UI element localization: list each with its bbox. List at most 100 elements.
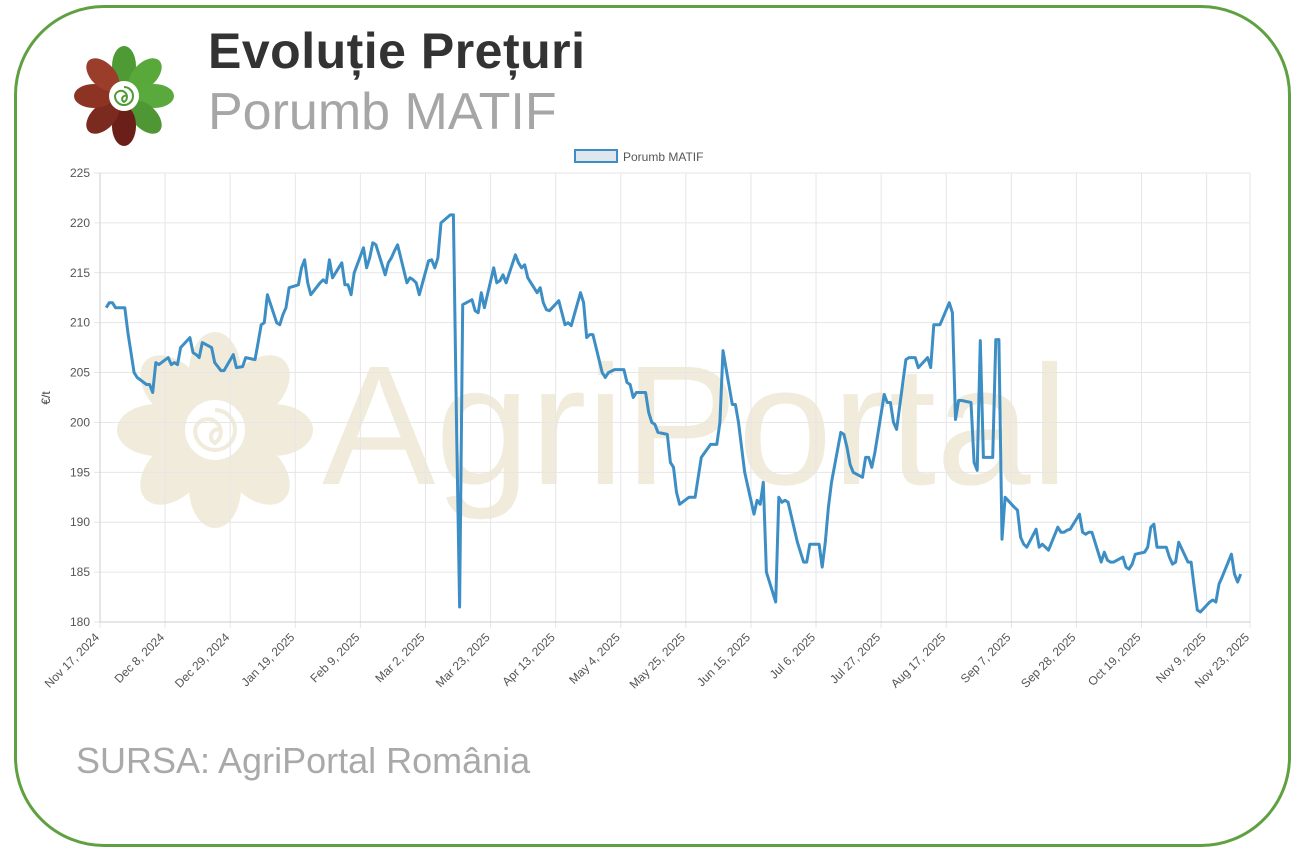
- data-point: [1060, 531, 1062, 533]
- data-point: [170, 363, 172, 365]
- data-point: [868, 456, 870, 458]
- data-point: [365, 267, 367, 269]
- data-point: [713, 443, 715, 445]
- data-point: [158, 363, 160, 365]
- data-point: [840, 431, 842, 433]
- data-point: [390, 257, 392, 259]
- data-point: [310, 294, 312, 296]
- data-point: [778, 496, 780, 498]
- data-point: [176, 363, 178, 365]
- data-point: [127, 331, 129, 333]
- y-tick-label: 210: [70, 316, 90, 330]
- data-point: [136, 376, 138, 378]
- data-point: [1044, 546, 1046, 548]
- x-tick-label: Feb 9, 2025: [307, 630, 362, 685]
- data-point: [889, 401, 891, 403]
- data-point: [970, 401, 972, 403]
- data-point: [874, 451, 876, 453]
- data-point: [1063, 531, 1065, 533]
- x-tick-label: Jul 27, 2025: [827, 630, 883, 686]
- data-point: [892, 421, 894, 423]
- data-point: [939, 324, 941, 326]
- data-point: [232, 353, 234, 355]
- data-point: [635, 391, 637, 393]
- data-point: [694, 496, 696, 498]
- data-point: [1150, 526, 1152, 528]
- data-point: [861, 476, 863, 478]
- data-point: [806, 561, 808, 563]
- data-point: [1122, 556, 1124, 558]
- data-point: [1178, 541, 1180, 543]
- data-point: [524, 264, 526, 266]
- data-point: [824, 541, 826, 543]
- data-point: [155, 361, 157, 363]
- data-point: [266, 294, 268, 296]
- data-point: [1165, 546, 1167, 548]
- data-point: [1026, 546, 1028, 548]
- data-point: [930, 366, 932, 368]
- data-point: [412, 279, 414, 281]
- data-point: [300, 267, 302, 269]
- data-point: [775, 601, 777, 603]
- chart-series: [104, 213, 1243, 614]
- data-point: [1081, 531, 1083, 533]
- data-point: [499, 280, 501, 282]
- data-point: [471, 299, 473, 301]
- data-point: [961, 399, 963, 401]
- data-point: [914, 356, 916, 358]
- data-point: [1212, 599, 1214, 601]
- data-point: [288, 287, 290, 289]
- data-point: [973, 461, 975, 463]
- data-point: [114, 307, 116, 309]
- x-tick-label: Apr 13, 2025: [499, 630, 558, 689]
- data-point: [1106, 559, 1108, 561]
- data-point: [427, 260, 429, 262]
- data-point: [933, 324, 935, 326]
- data-point: [1171, 563, 1173, 565]
- data-point: [322, 279, 324, 281]
- x-tick-label: Nov 17, 2024: [42, 630, 103, 691]
- data-point: [480, 292, 482, 294]
- data-point: [1016, 509, 1018, 511]
- data-point: [1209, 601, 1211, 603]
- data-point: [905, 358, 907, 360]
- data-point: [998, 338, 1000, 340]
- data-point: [1240, 573, 1242, 575]
- data-point: [341, 262, 343, 264]
- x-tick-label: Sep 28, 2025: [1018, 630, 1079, 691]
- data-point: [347, 284, 349, 286]
- data-point: [1131, 563, 1133, 565]
- data-point: [1013, 506, 1015, 508]
- data-point: [517, 262, 519, 264]
- data-point: [396, 244, 398, 246]
- data-point: [493, 267, 495, 269]
- data-point: [886, 401, 888, 403]
- data-point: [279, 324, 281, 326]
- data-point: [1196, 609, 1198, 611]
- x-tick-label: May 25, 2025: [627, 630, 689, 692]
- x-tick-label: Dec 8, 2024: [112, 630, 168, 686]
- data-point: [303, 259, 305, 261]
- data-point: [372, 242, 374, 244]
- data-point: [1091, 531, 1093, 533]
- data-point: [586, 336, 588, 338]
- data-point: [654, 423, 656, 425]
- data-point: [350, 294, 352, 296]
- data-point: [1057, 526, 1059, 528]
- data-point: [589, 333, 591, 335]
- data-point: [992, 456, 994, 458]
- legend-swatch: [574, 149, 618, 163]
- data-point: [666, 433, 668, 435]
- y-tick-label: 190: [70, 515, 90, 529]
- data-point: [781, 501, 783, 503]
- data-point: [362, 247, 364, 249]
- data-point: [353, 272, 355, 274]
- data-point: [1069, 528, 1071, 530]
- data-point: [657, 431, 659, 433]
- data-point: [1047, 549, 1049, 551]
- data-point: [948, 302, 950, 304]
- data-point: [449, 214, 451, 216]
- data-point: [827, 506, 829, 508]
- data-point: [756, 499, 758, 501]
- data-point: [344, 284, 346, 286]
